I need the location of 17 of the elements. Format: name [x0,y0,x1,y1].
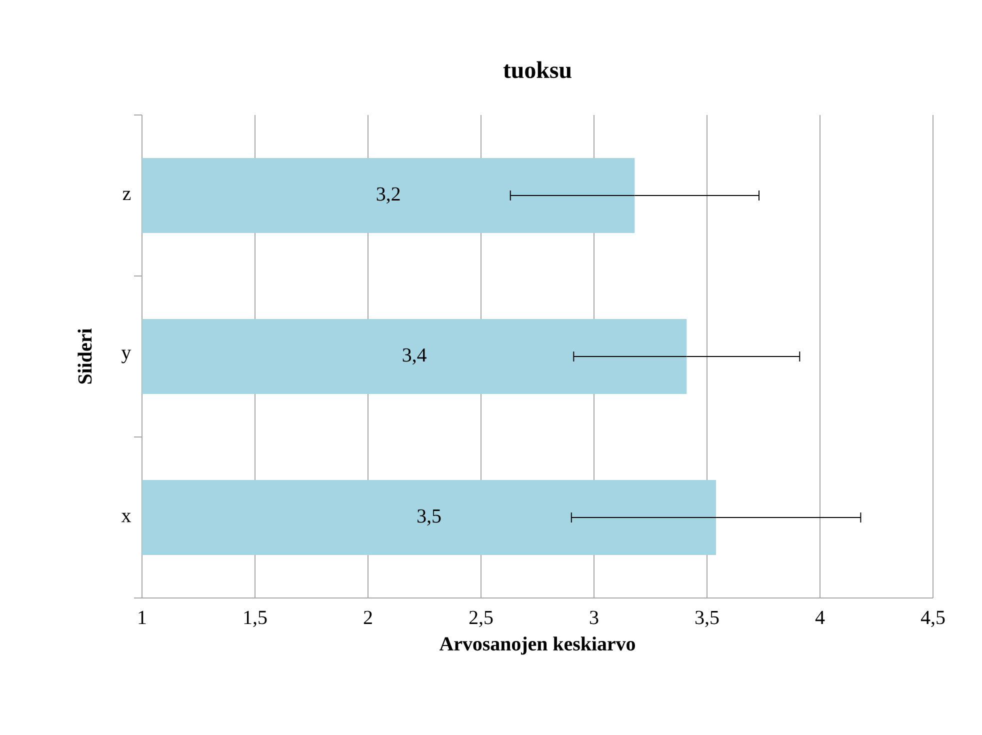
y-axis-title: Siideri [78,328,92,384]
x-tick-label: 4,5 [920,610,945,628]
x-tick-label: 1,5 [244,610,267,628]
data-label: 3,2 [376,187,400,204]
x-tick-label: 2 [364,610,372,624]
data-label: 3,4 [402,348,426,365]
y-tick-label: y [121,350,132,364]
x-tick-label: 3,5 [696,610,719,628]
data-label: 3,5 [418,509,441,526]
x-tick-label: 3 [590,610,598,624]
y-tick-label: z [122,190,131,200]
y-tick-label: x [121,512,131,522]
chart-title: tuoksu [503,61,572,78]
x-tick-label: 1 [138,610,146,624]
x-axis-title: Arvosanojen keskiarvo [439,636,635,655]
x-tick-label: 2,5 [469,610,493,628]
x-tick-label: 4 [815,610,825,624]
